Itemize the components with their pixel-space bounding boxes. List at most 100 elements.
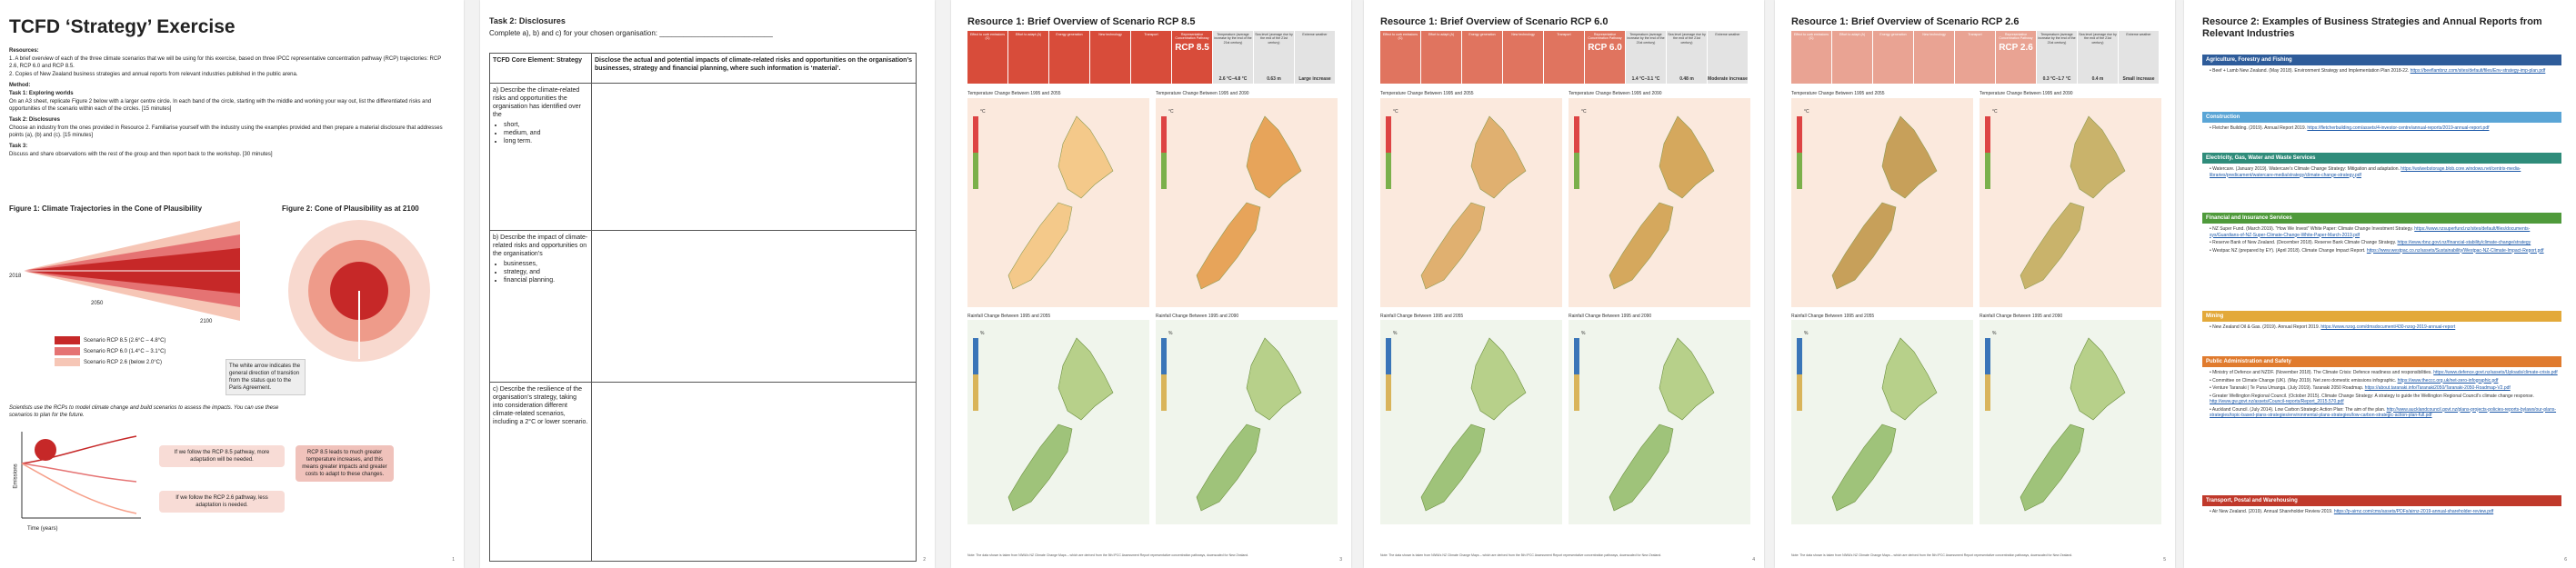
reference-link[interactable]: http://www.gw.govt.nz/assets/Council-rep… — [2210, 399, 2344, 404]
rain-unit: % — [1168, 331, 1173, 336]
industry-section: Financial and Insurance Services • NZ Su… — [2202, 213, 2561, 255]
section-body: • Fletcher Building. (2019). Annual Repo… — [2202, 123, 2561, 132]
page-number: 2 — [923, 557, 926, 563]
rain-unit: % — [1804, 331, 1809, 336]
temp-map-heading: Temperature Change Between 1995 and 2055 — [967, 91, 1061, 96]
page-number: 6 — [2564, 557, 2567, 563]
extreme-weather-value: Moderate increase — [1708, 75, 1748, 82]
time-axis-label: Time (years) — [27, 526, 58, 532]
figure1-title: Figure 1: Climate Trajectories in the Co… — [9, 204, 203, 213]
concentric-circles-diagram — [288, 220, 430, 362]
reference-link[interactable]: https://www.nzog.com/dmsdocument/430-nzo… — [2320, 324, 2456, 330]
table-row: a) Describe the climate-related risks an… — [489, 83, 917, 231]
answer-cell-b[interactable] — [591, 230, 917, 383]
task3-heading: Task 3: — [9, 144, 28, 149]
resource-title: Resource 1: Brief Overview of Scenario R… — [1791, 16, 2020, 27]
year-2100: 2100 — [200, 319, 213, 324]
temperature-value: 2.6 °C–4.8 °C — [1218, 75, 1248, 82]
rain-map-heading: Rainfall Change Between 1995 and 2055 — [1791, 314, 1875, 319]
rain-map-heading: Rainfall Change Between 1995 and 2055 — [967, 314, 1051, 319]
temp-map-heading: Temperature Change Between 1995 and 2090 — [1980, 91, 2073, 96]
icon-column-label: Extreme weather — [2126, 33, 2151, 36]
icon-column: Sea level (average rise by the end of th… — [2078, 31, 2119, 84]
method-heading: Method: — [9, 83, 31, 88]
task1-text: On an A3 sheet, replicate Figure 2 below… — [9, 99, 432, 112]
reference-link[interactable]: https://fletcherbuilding.com/assets/4-in… — [2307, 125, 2490, 131]
reference-item: • Committee on Climate Change (UK). (May… — [2210, 377, 2499, 384]
icon-column: Effect to curb emissions (C) — [967, 31, 1008, 84]
reference-item: • Ministry of Defence and NZDF. (Novembe… — [2210, 370, 2558, 375]
footnote: Note: The data shown is taken from NIWA’… — [967, 553, 1249, 557]
icon-column-label: Sea level (average rise by the end of th… — [2079, 33, 2117, 45]
resource-item: 1. A brief overview of each of the three… — [9, 56, 442, 69]
reference-link[interactable]: http://www.aucklandcouncil.govt.nz/plans… — [2210, 406, 2557, 419]
extreme-weather-value: Large increase — [1298, 75, 1331, 82]
section-body: • NZ Super Fund. (March 2019). “How We I… — [2202, 224, 2561, 254]
year-2050: 2050 — [91, 301, 104, 306]
page-resource-rcp26: Resource 1: Brief Overview of Scenario R… — [1775, 0, 2175, 568]
icon-column-label: Energy generation — [1468, 33, 1496, 36]
icon-column-label: New technology — [1098, 33, 1122, 36]
temp-map-heading: Temperature Change Between 1995 and 2055 — [1380, 91, 1474, 96]
reference-link[interactable]: https://wslwebstorage.blob.core.windows.… — [2210, 166, 2521, 178]
page-exercise: TCFD ‘Strategy’ Exercise Resources: 1. A… — [0, 0, 464, 568]
reference-link[interactable]: https://www.nzsuperfund.nz/sites/default… — [2210, 226, 2531, 238]
icon-column: Temperature (average increase by the end… — [1626, 31, 1667, 84]
task1-heading: Task 1: Exploring worlds — [9, 91, 74, 96]
temp-unit: °C — [1393, 109, 1398, 115]
icon-column-label: Effect to curb emissions (C) — [969, 33, 1006, 41]
reference-link[interactable]: https://www.defence.govt.nz/assets/Uploa… — [2433, 370, 2558, 375]
instructions: Resources: 1. A brief overview of each o… — [9, 47, 446, 159]
temp-unit: °C — [980, 109, 986, 115]
legend-item: Scenario RCP 6.0 (1.4°C – 3.1°C) — [55, 347, 165, 355]
reference-item: • Beef + Lamb New Zealand. (May 2018). E… — [2210, 68, 2546, 74]
footnote: Note: The data shown is taken from NIWA’… — [1791, 553, 2073, 557]
icon-column: New technology — [1090, 31, 1131, 84]
industry-section: Transport, Postal and Warehousing • Air … — [2202, 495, 2561, 517]
section-body: • Beef + Lamb New Zealand. (May 2018). E… — [2202, 65, 2561, 75]
icon-column: Effect to curb emissions (C) — [1791, 31, 1832, 84]
section-body: • Ministry of Defence and NZDF. (Novembe… — [2202, 367, 2561, 419]
page-resource-2: Resource 2: Examples of Business Strateg… — [2184, 0, 2576, 568]
reference-link[interactable]: https://beeflambnz.com/sites/default/fil… — [2410, 68, 2546, 74]
scenario-legend: Scenario RCP 8.5 (2.6°C – 4.8°C) Scenari… — [55, 336, 165, 366]
icon-column: Extreme weather Small increase — [2119, 31, 2160, 84]
icon-column: Temperature (average increase by the end… — [2037, 31, 2078, 84]
reference-item: • NZ Super Fund. (March 2019). “How We I… — [2210, 226, 2531, 238]
temp-unit: °C — [1168, 109, 1174, 115]
icon-column-label: Temperature (average increase by the end… — [2038, 33, 2076, 45]
icon-column-label: Effort to adapt (A) — [1839, 33, 1866, 36]
task3-text: Discuss and share observations with the … — [9, 152, 273, 157]
icon-column-label: Effect to curb emissions (C) — [1793, 33, 1829, 41]
page-number: 5 — [2163, 557, 2166, 563]
sea-level-value: 0.4 m — [2091, 75, 2104, 82]
sea-level-value: 0.63 m — [1267, 75, 1281, 82]
figure2-title: Figure 2: Cone of Plausibility as at 210… — [282, 204, 419, 213]
answer-cell-c[interactable] — [591, 382, 917, 562]
resource-title: Resource 1: Brief Overview of Scenario R… — [967, 16, 1196, 27]
table-row: c) Describe the resilience of the organi… — [489, 382, 917, 562]
reference-link[interactable]: https://www.westpac.co.nz/assets/Sustain… — [2366, 247, 2544, 254]
reference-link[interactable]: https://www.theccc.org.uk/net-zero-infog… — [2397, 377, 2499, 384]
reference-link[interactable]: https://p-airnz.com/cms/assets/PDFs/airn… — [2333, 509, 2494, 514]
page-resource-rcp60: Resource 1: Brief Overview of Scenario R… — [1364, 0, 1764, 568]
reference-item: • Reserve Bank of New Zealand. (December… — [2210, 240, 2531, 245]
legend-item: Scenario RCP 2.6 (below 2.0°C) — [55, 358, 165, 366]
reference-link[interactable]: https://about.taranaki.info/Taranaki2050… — [2364, 385, 2511, 391]
icon-column: Temperature (average increase by the end… — [1213, 31, 1254, 84]
table-row: b) Describe the impact of climate-relate… — [489, 230, 917, 383]
rain-unit: % — [1393, 331, 1398, 336]
scenario-summary-bar: Effect to curb emissions (C) Effort to ad… — [1791, 31, 2160, 84]
legend-swatch — [55, 358, 80, 366]
icon-column: New technology — [1914, 31, 1955, 84]
industry-section: Public Administration and Safety • Minis… — [2202, 356, 2561, 421]
section-heading: Financial and Insurance Services — [2202, 213, 2561, 224]
temperature-map — [1569, 98, 1750, 307]
answer-cell-a[interactable] — [591, 83, 917, 231]
icon-column: Sea level (average rise by the end of th… — [1667, 31, 1708, 84]
section-body: • Watercare. (January 2019). Watercare’s… — [2202, 164, 2561, 178]
rcp-value: RCP 2.6 — [1999, 42, 2033, 53]
reference-link[interactable]: https://www.rbnz.govt.nz/financial-stabi… — [2397, 240, 2531, 245]
resources-heading: Resources: — [9, 48, 39, 54]
icon-column-label: Effect to curb emissions (C) — [1382, 33, 1418, 41]
